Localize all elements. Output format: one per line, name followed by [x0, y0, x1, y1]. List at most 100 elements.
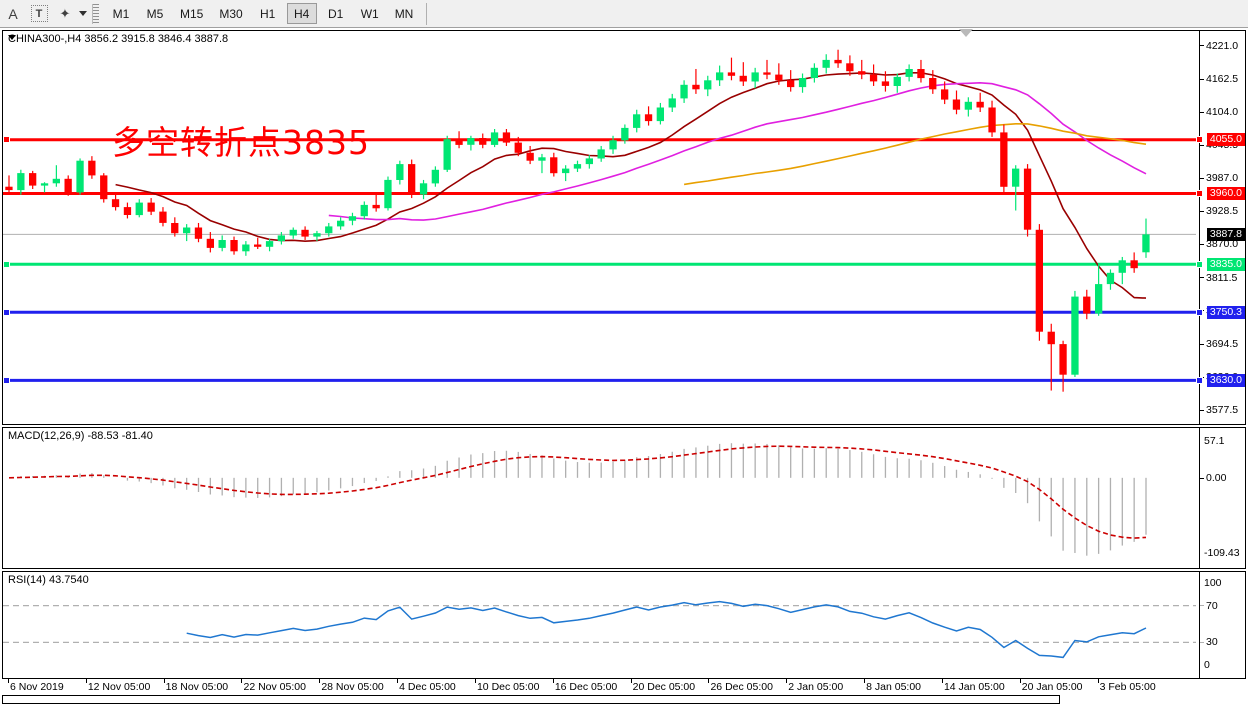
- candle-body: [206, 238, 214, 248]
- chart-collapse-icon[interactable]: [8, 35, 16, 40]
- price-chart-pane[interactable]: CHINA300-,H4 3856.2 3915.8 3846.4 3887.8…: [2, 30, 1246, 425]
- candle-body: [988, 107, 996, 133]
- candle-body: [526, 152, 534, 161]
- chart-frame: CHINA300-,H4 3856.2 3915.8 3846.4 3887.8…: [0, 28, 1248, 704]
- candle-body: [893, 76, 901, 86]
- candle-body: [514, 142, 522, 153]
- price-chart-title: CHINA300-,H4 3856.2 3915.8 3846.4 3887.8: [8, 33, 229, 45]
- candle-body: [52, 178, 60, 184]
- level-drag-handle-left[interactable]: [3, 376, 10, 384]
- candle-body: [230, 240, 238, 252]
- candle-body: [929, 78, 937, 90]
- timeframe-w1[interactable]: W1: [360, 6, 379, 21]
- candle-body: [159, 211, 167, 223]
- time-axis-label: 20 Dec 05:00: [632, 681, 696, 693]
- candle-body: [171, 223, 179, 234]
- candlestick-plot: [3, 49, 1196, 392]
- price-tick: 3987.0: [1200, 172, 1245, 184]
- time-tick: [241, 679, 243, 683]
- bottom-strip: [0, 694, 1248, 704]
- level-drag-handle-left[interactable]: [3, 136, 10, 144]
- candle-body: [1095, 284, 1103, 314]
- candle-body: [88, 160, 96, 176]
- macd-scale: 57.1 0.00 -109.43: [1199, 428, 1245, 568]
- candle-body: [218, 240, 226, 248]
- time-axis-label: 16 Dec 05:00: [554, 681, 618, 693]
- timeframe-d1[interactable]: D1: [328, 6, 344, 21]
- price-tag-last-3887[interactable]: 3887.8: [1206, 227, 1245, 241]
- rsi-title: RSI(14) 43.7540: [8, 574, 89, 586]
- price-tag-pivot-3835[interactable]: 3835.0: [1206, 257, 1245, 271]
- price-scale[interactable]: 4221.04162.54104.04045.53987.03928.53870…: [1196, 31, 1245, 424]
- candle-body: [40, 183, 49, 186]
- objects-tool-icon[interactable]: ✦: [52, 2, 78, 26]
- timeframe-m30[interactable]: M30: [219, 6, 243, 21]
- timeframe-mn[interactable]: MN: [394, 6, 414, 21]
- time-axis-label: 22 Nov 05:00: [243, 681, 306, 693]
- rsi-tick: 30: [1200, 636, 1245, 649]
- time-axis[interactable]: 6 Nov 2019 12 Nov 05:00 18 Nov 05:00 22 Nov…: [2, 679, 1246, 694]
- price-tick: 3694.5: [1200, 338, 1245, 350]
- toolbar-grip[interactable]: [92, 3, 99, 24]
- candle-body: [550, 157, 558, 174]
- macd-pane[interactable]: MACD(12,26,9) -88.53 -81.40 57.1 0.00 -109…: [2, 427, 1246, 569]
- label-tool-icon[interactable]: T: [26, 2, 52, 26]
- macd-tick: 0.00: [1200, 472, 1245, 484]
- price-tag-resistance-3960[interactable]: 3960.0: [1206, 187, 1245, 201]
- candle-body: [396, 164, 404, 180]
- level-drag-handle[interactable]: [1196, 308, 1203, 316]
- macd-plot: [8, 443, 1147, 556]
- price-tag-resistance-4055[interactable]: 4055.0: [1206, 133, 1245, 147]
- candle-body: [17, 173, 25, 191]
- timeframe-m15[interactable]: M15: [180, 6, 204, 21]
- price-tag-support-3750[interactable]: 3750.3: [1206, 305, 1245, 319]
- candle-body: [644, 114, 653, 122]
- crosshair-top-marker-icon: [959, 29, 973, 37]
- candle-body: [917, 69, 925, 79]
- level-drag-handle[interactable]: [1196, 190, 1203, 198]
- time-axis-label: 4 Dec 05:00: [399, 681, 456, 693]
- timeframe-m5[interactable]: M5: [146, 6, 164, 21]
- candle-body: [1012, 168, 1020, 187]
- text-tool-icon[interactable]: A: [0, 2, 26, 26]
- level-drag-handle-left[interactable]: [3, 260, 10, 268]
- candle-body: [716, 72, 724, 81]
- time-axis-label: 28 Nov 05:00: [321, 681, 384, 693]
- candle-body: [1000, 132, 1008, 187]
- candle-body: [242, 244, 250, 252]
- level-drag-handle[interactable]: [1196, 136, 1203, 144]
- time-axis-label: 18 Nov 05:00: [165, 681, 229, 693]
- price-tick: 3811.5: [1200, 272, 1245, 284]
- candle-body: [1071, 296, 1079, 375]
- chart-annotation-text: 多空转折点3835: [112, 123, 370, 162]
- candle-body: [597, 149, 605, 159]
- rsi-line: [186, 600, 1147, 659]
- level-drag-handle-left[interactable]: [3, 308, 10, 316]
- time-tick: [85, 679, 87, 683]
- timeframe-h4[interactable]: H4: [286, 3, 317, 24]
- bottom-minipane: [2, 695, 1060, 704]
- timeframe-h1[interactable]: H1: [260, 6, 276, 21]
- price-tag-support-3630[interactable]: 3630.0: [1206, 373, 1245, 387]
- candle-body: [763, 72, 771, 75]
- candle-body: [952, 99, 961, 110]
- text-tool-glyph: A: [8, 5, 18, 22]
- candle-body: [822, 59, 830, 68]
- candle-body: [443, 139, 451, 170]
- level-drag-handle[interactable]: [1196, 260, 1203, 268]
- macd-tick: -109.43: [1204, 547, 1240, 560]
- rsi-pane[interactable]: RSI(14) 43.7540 100 70 30 0: [2, 571, 1246, 679]
- price-tick: 4104.0: [1200, 106, 1245, 118]
- candle-body: [301, 229, 309, 237]
- candle-body: [562, 168, 570, 174]
- candle-body: [905, 69, 913, 77]
- timeframe-m1[interactable]: M1: [112, 6, 130, 21]
- candle-body: [633, 114, 641, 128]
- candle-body: [1142, 234, 1150, 253]
- candle-body: [775, 74, 783, 81]
- macd-signal-line: [8, 445, 1147, 539]
- price-chart-canvas[interactable]: [3, 31, 1245, 424]
- candle-body: [1130, 260, 1138, 269]
- level-drag-handle[interactable]: [1196, 376, 1203, 384]
- chevron-down-icon[interactable]: [79, 11, 87, 16]
